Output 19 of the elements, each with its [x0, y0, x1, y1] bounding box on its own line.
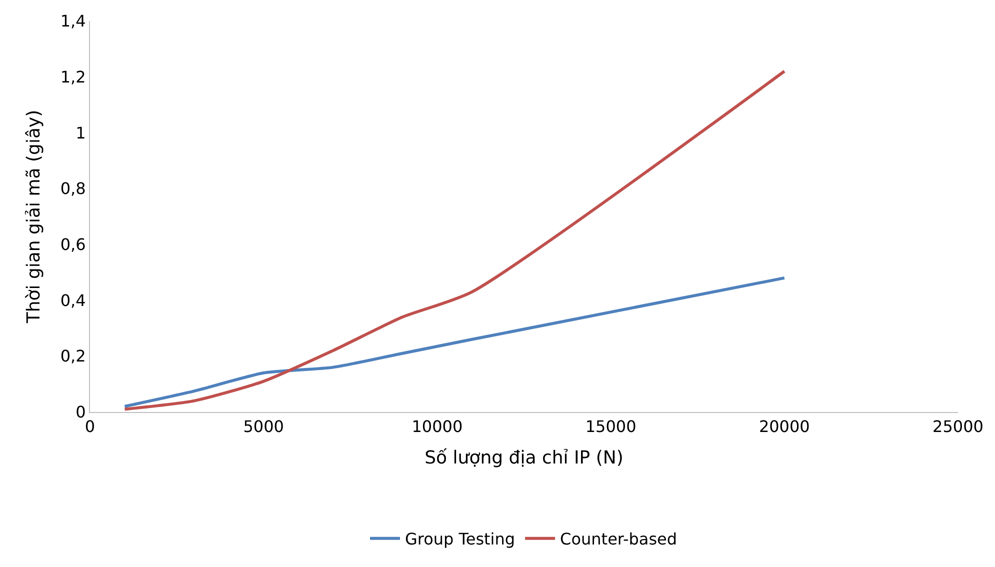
- y-tick-label: 0,6: [60, 235, 86, 254]
- y-axis-title: Thời gian giải mã (giây): [24, 110, 45, 324]
- y-tick-label: 0,8: [60, 179, 86, 198]
- legend-label: Counter-based: [560, 530, 678, 549]
- x-tick-label: 15000: [585, 417, 636, 436]
- legend-label: Group Testing: [405, 530, 516, 549]
- y-tick-label: 1: [76, 123, 86, 142]
- x-axis-title: Số lượng địa chỉ IP (N): [424, 447, 624, 468]
- y-tick-label: 0,4: [60, 290, 86, 310]
- x-tick-label: 5000: [243, 417, 284, 436]
- y-tick-label: 0,2: [60, 346, 86, 366]
- x-tick-label: 20000: [758, 417, 810, 436]
- y-tick-label: 1,4: [60, 12, 86, 31]
- line-series: [123, 70, 786, 411]
- y-tick-label: 1,2: [60, 67, 86, 86]
- x-tick-label: 25000: [932, 417, 984, 436]
- line-series: [123, 276, 786, 408]
- y-tick-label: 0: [76, 402, 86, 422]
- x-tick-label: 10000: [412, 417, 463, 436]
